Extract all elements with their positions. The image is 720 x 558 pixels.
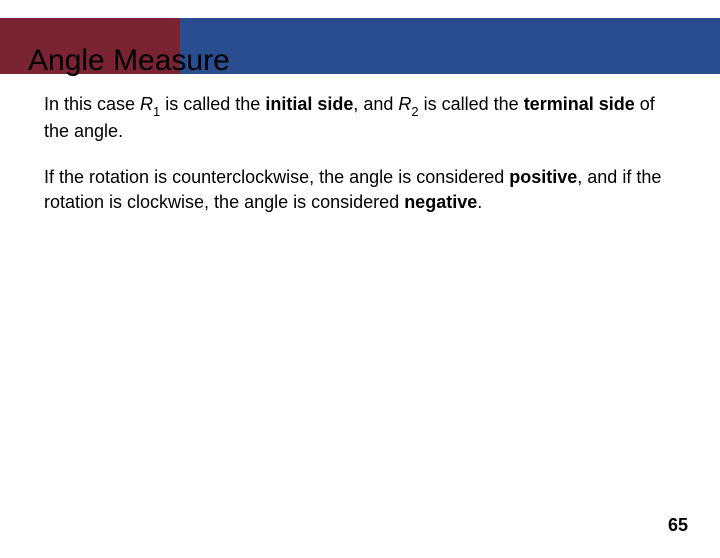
page-number: 65 bbox=[668, 515, 688, 536]
p1-text-2: is called the bbox=[160, 94, 265, 114]
p2-bold-2: negative bbox=[404, 192, 477, 212]
p1-r2-letter: R bbox=[398, 94, 411, 114]
p1-r1-sub: 1 bbox=[153, 104, 160, 119]
slide-title: Angle Measure bbox=[28, 44, 230, 78]
p1-text-1: In this case bbox=[44, 94, 140, 114]
p1-bold-2: terminal side bbox=[524, 94, 635, 114]
p1-r2-sub: 2 bbox=[411, 104, 418, 119]
p1-r1-letter: R bbox=[140, 94, 153, 114]
p1-text-3: , and bbox=[353, 94, 398, 114]
slide-content: In this case R1 is called the initial si… bbox=[0, 74, 720, 214]
p1-text-4: is called the bbox=[419, 94, 524, 114]
paragraph-1: In this case R1 is called the initial si… bbox=[44, 92, 676, 143]
p1-bold-1: initial side bbox=[265, 94, 353, 114]
p2-text-3: . bbox=[477, 192, 482, 212]
paragraph-2: If the rotation is counterclockwise, the… bbox=[44, 165, 676, 214]
p2-text-1: If the rotation is counterclockwise, the… bbox=[44, 167, 509, 187]
p2-bold-1: positive bbox=[509, 167, 577, 187]
header-accent-right bbox=[180, 18, 720, 74]
